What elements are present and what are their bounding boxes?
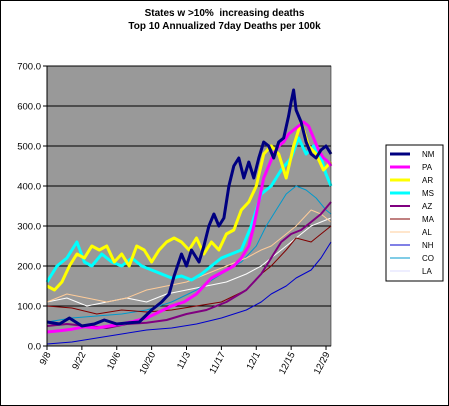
x-tick-label: 10/20 [137,350,158,376]
series-lines [45,88,333,345]
series-line-nh [46,241,332,345]
x-tick-label: 9/8 [38,350,54,367]
chart-title: States w >10% increasing deaths [144,8,305,19]
y-tick-label: 500.0 [17,142,41,153]
y-tick-label: 700.0 [17,62,41,73]
series-line-co [46,185,332,323]
plot-border [46,65,332,347]
gridlines [47,65,331,307]
x-tick-label: 9/22 [70,350,88,371]
series-line-az [46,201,332,329]
x-tick-label: 12/29 [312,350,333,376]
legend-label-pa: PA [422,163,433,172]
x-tick-label: 12/15 [277,350,298,376]
y-tick-label: 200.0 [17,262,41,273]
x-tick-label: 10/6 [105,350,123,371]
legend-label-ar: AR [422,176,433,185]
legend-label-al: AL [422,228,432,237]
x-tick-label: 11/3 [175,350,193,371]
series-line-al [46,209,332,303]
y-tick-label: 600.0 [17,102,41,113]
legend-label-ms: MS [422,189,434,198]
series-line-ms [45,136,333,283]
legend-label-ma: MA [422,215,435,224]
series-line-ar [46,120,333,292]
plot-area [47,66,331,346]
series-line-nm [46,88,333,328]
legend-box [385,144,444,282]
y-tick-label: 300.0 [17,222,41,233]
legend-label-az: AZ [422,202,432,211]
chart-title-block: States w >10% increasing deaths Top 10 A… [0,7,449,33]
series-line-ma [46,225,332,315]
legend-label-nh: NH [422,241,434,250]
legend-label-la: LA [422,267,432,276]
x-tick-label: 12/1 [245,350,263,371]
legend: NM PA AR MS AZ MA AL NH CO LA [385,144,444,282]
y-tick-label: 400.0 [17,182,41,193]
y-axis-ticks: 0.0 100.0 200.0 300.0 400.0 500.0 600.0 700.0 [17,62,47,353]
legend-label-co: CO [422,254,434,263]
x-tick-label: 11/17 [207,350,228,376]
y-tick-label: 0.0 [28,342,41,353]
chart-subtitle: Top 10 Annualized 7day Deaths per 100k [128,21,321,32]
x-axis-ticks: 9/8 9/22 10/6 10/20 11/3 11/17 12/1 12/15 12/29 [38,346,333,376]
legend-label-nm: NM [422,150,435,159]
series-line-la [46,217,332,307]
axes [46,65,332,347]
y-tick-label: 100.0 [17,302,41,313]
